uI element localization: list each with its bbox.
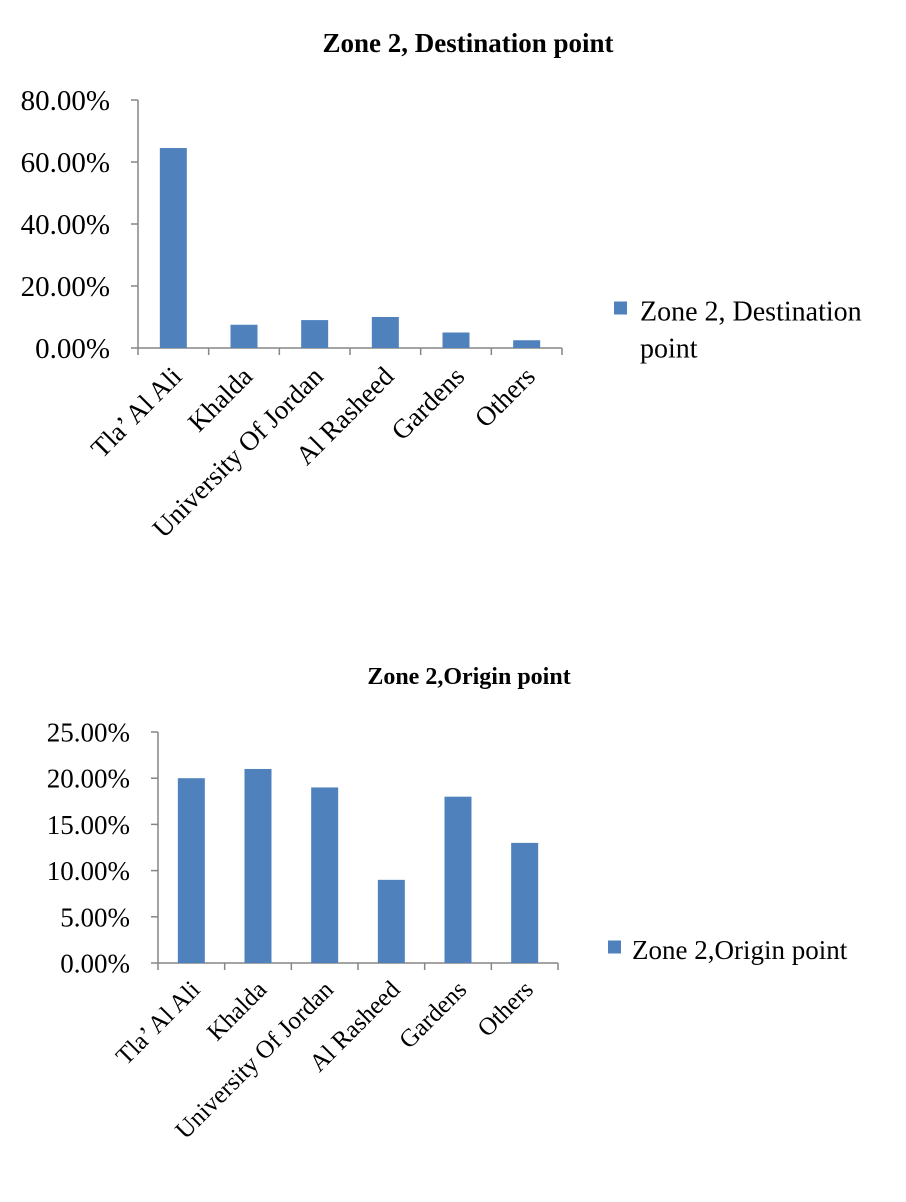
dest-legend-text: point [640, 333, 698, 364]
origin-legend-swatch [608, 940, 621, 954]
origin-legend-text: Zone 2,Origin point [632, 935, 848, 965]
dest-category-label: Tla’ Al Ali [85, 361, 188, 464]
origin-bar-2 [244, 768, 272, 963]
dest-y-tick-label: 40.00% [21, 209, 110, 241]
origin-y-tick-label: 0.00% [60, 948, 130, 978]
dest-chart-title: Zone 2, Destination point [322, 28, 613, 58]
origin-category-label: Others [473, 976, 539, 1042]
dest-category-label: Others [469, 361, 541, 433]
origin-chart-title: Zone 2,Origin point [367, 664, 570, 690]
dest-y-tick-label: 80.00% [21, 85, 110, 117]
dest-bar-1 [159, 148, 187, 348]
origin-bar-1 [177, 778, 205, 963]
dest-legend-text: Zone 2, Destination [640, 296, 862, 327]
origin-y-tick-label: 20.00% [47, 764, 130, 794]
dest-y-tick-label: 20.00% [21, 271, 110, 303]
origin-chart: Zone 2,Origin point 0.00% 5.00% 10.00% 15.00… [0, 640, 906, 1202]
dest-bar-4 [371, 317, 399, 348]
origin-category-label: Gardens [394, 976, 472, 1054]
dest-bar-6 [513, 340, 541, 348]
destination-chart: Zone 2, Destination point 0.00% 20.00% 40.0… [0, 0, 906, 600]
origin-y-tick-label: 5.00% [60, 902, 130, 932]
dest-bar-2 [230, 324, 258, 348]
dest-legend-swatch [614, 301, 627, 315]
dest-y-tick-label: 60.00% [21, 147, 110, 179]
dest-legend: Zone 2, Destination point [614, 296, 862, 364]
origin-chart-svg: Zone 2,Origin point 0.00% 5.00% 10.00% 15.00… [47, 664, 848, 1144]
destination-chart-svg: Zone 2, Destination point 0.00% 20.00% 40.0… [21, 28, 862, 543]
origin-bar-4 [377, 879, 405, 963]
dest-bar-5 [442, 332, 470, 348]
origin-bar-6 [511, 842, 539, 963]
origin-legend: Zone 2,Origin point [608, 935, 848, 965]
origin-bar-5 [444, 796, 472, 963]
origin-y-tick-label: 25.00% [47, 717, 130, 747]
origin-y-tick-label: 15.00% [47, 810, 130, 840]
origin-y-tick-label: 10.00% [47, 856, 130, 886]
dest-y-tick-label: 0.00% [35, 333, 110, 365]
origin-category-label: Tla’ Al Ali [111, 976, 205, 1070]
origin-bar-3 [311, 787, 339, 963]
dest-bar-3 [301, 320, 329, 348]
dest-category-label: Gardens [385, 361, 470, 446]
